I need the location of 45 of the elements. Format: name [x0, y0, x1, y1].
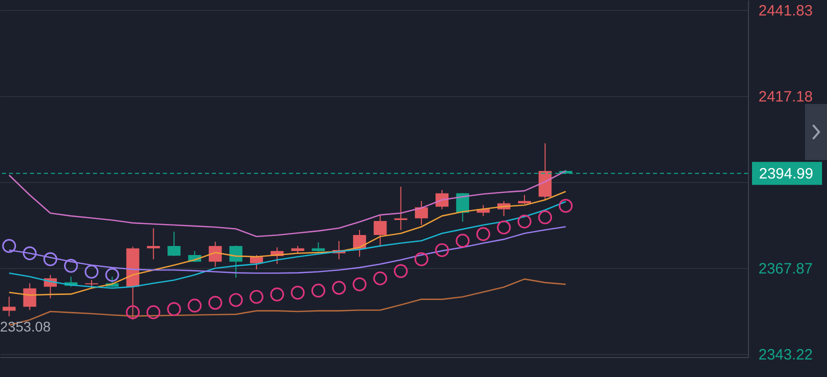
point — [290, 286, 305, 300]
candlestick — [2, 296, 16, 317]
candlestick — [394, 186, 408, 230]
point — [84, 264, 99, 279]
candlestick — [312, 242, 325, 252]
candlestick — [168, 231, 181, 257]
y-tick-label: 2343.22 — [758, 346, 813, 364]
point — [496, 220, 511, 234]
line-series — [8, 170, 566, 238]
point — [105, 268, 120, 282]
point — [43, 252, 58, 266]
point — [394, 264, 408, 278]
point — [188, 298, 202, 312]
point — [126, 305, 140, 320]
point — [518, 214, 532, 228]
point — [332, 280, 346, 295]
point — [228, 293, 243, 307]
point — [270, 288, 284, 302]
point — [476, 227, 490, 241]
annotation: 2353.08 — [0, 318, 51, 335]
point — [373, 271, 388, 286]
line-series — [8, 200, 566, 289]
point — [146, 305, 160, 320]
ref-line-label: 2394.99 — [759, 165, 814, 182]
y-tick-label: 2441.83 — [758, 2, 813, 20]
point — [2, 239, 16, 253]
point — [311, 284, 326, 298]
candlestick — [146, 228, 160, 260]
y-tick-label: 2417.18 — [758, 88, 813, 106]
point — [208, 296, 222, 310]
candlestick — [229, 245, 242, 278]
point — [414, 252, 428, 266]
candlestick — [374, 214, 387, 248]
point — [456, 234, 470, 248]
point — [558, 198, 573, 213]
y-tick-label: 2367.87 — [758, 260, 813, 278]
candlestick — [414, 200, 428, 226]
candlestick — [23, 282, 36, 311]
point — [167, 302, 181, 316]
point — [352, 277, 366, 292]
point — [22, 246, 37, 260]
point — [435, 243, 449, 258]
point — [538, 210, 552, 224]
point — [64, 258, 78, 273]
point — [250, 290, 264, 304]
